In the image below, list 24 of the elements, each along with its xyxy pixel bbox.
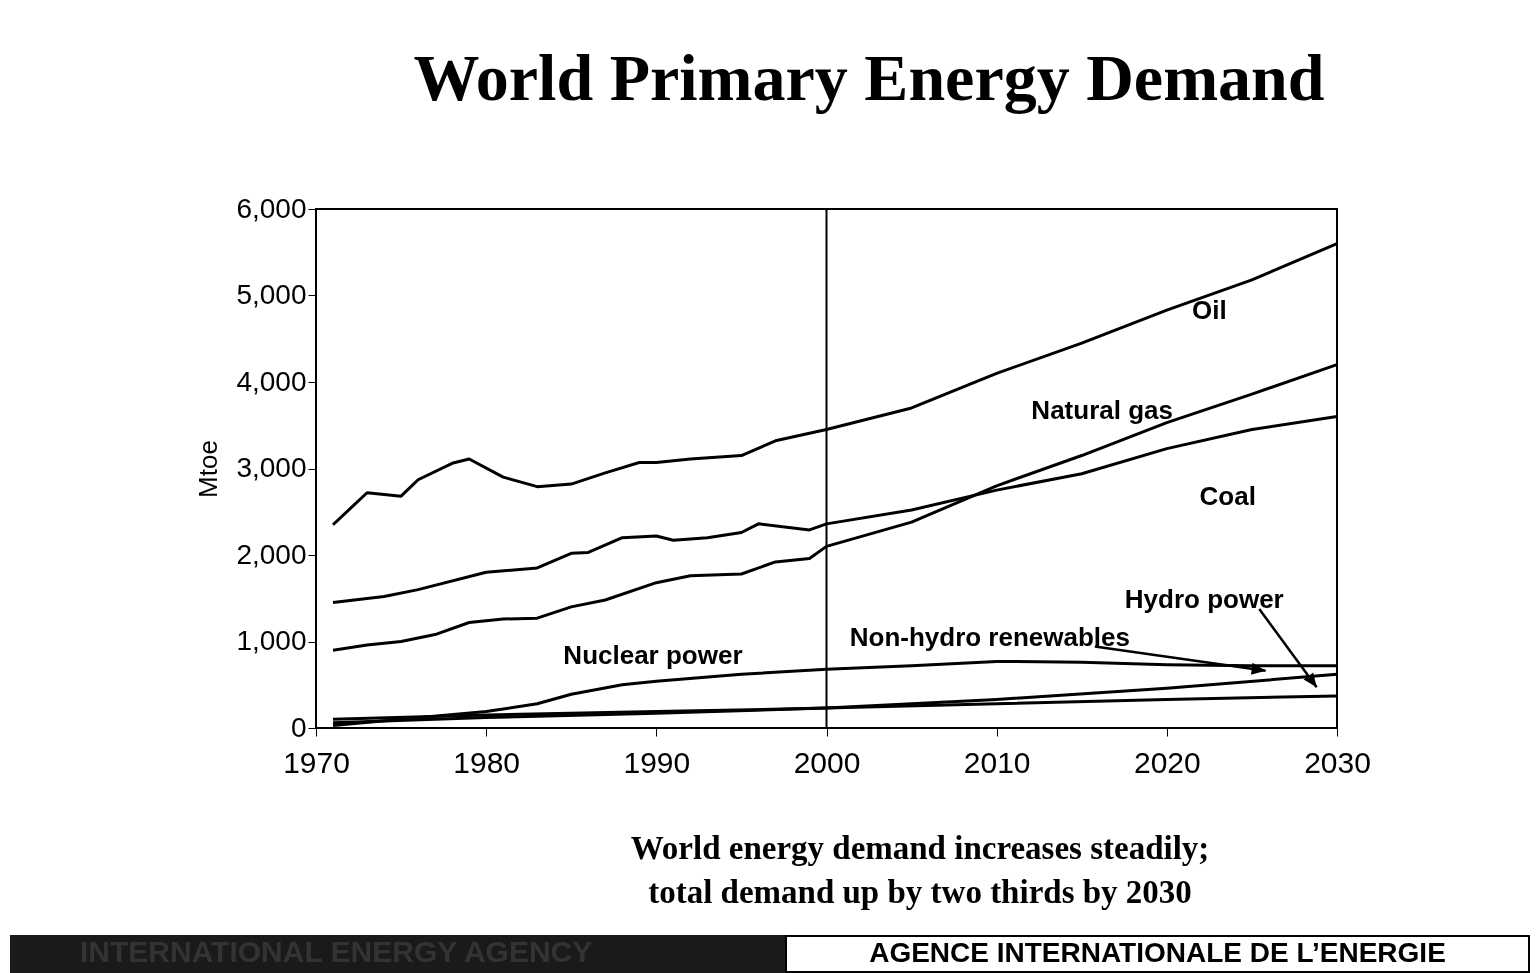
chart-title: World Primary Energy Demand xyxy=(412,40,1326,116)
series-label: Natural gas xyxy=(1031,395,1173,426)
y-tick-label: 2,000 xyxy=(236,538,307,570)
y-tick-label: 5,000 xyxy=(236,279,307,310)
series-label: Oil xyxy=(1192,294,1227,325)
x-tick-label: 2020 xyxy=(1133,745,1201,779)
x-tick-label: 1970 xyxy=(283,745,350,779)
y-axis-title: Mtoe xyxy=(193,440,224,498)
y-tick-label: 0 xyxy=(290,711,307,743)
text: AGENCE INTERNATIONALE DE L’ENERGIE xyxy=(785,935,1530,973)
x-tick-label: 2030 xyxy=(1304,745,1371,779)
text: Hydro power xyxy=(1124,584,1284,615)
series-label: Coal xyxy=(1199,481,1256,512)
y-tick-label: 6,000 xyxy=(236,192,307,224)
text: World energy demand increases steadily; total demand up by two thirds by 2030 xyxy=(629,829,1211,912)
x-tick-label: 2010 xyxy=(963,745,1031,779)
y-tick-label: 4,000 xyxy=(236,365,307,397)
series-label: Non-hydro renewables xyxy=(849,621,1130,652)
x-tick-label: 2000 xyxy=(793,745,861,779)
x-tick-label: 1990 xyxy=(623,745,691,779)
y-tick-label: 3,000 xyxy=(236,452,307,483)
y-tick-label: 1,000 xyxy=(236,625,307,656)
x-tick-label: 1980 xyxy=(453,745,521,779)
series-label: Nuclear power xyxy=(563,639,743,670)
